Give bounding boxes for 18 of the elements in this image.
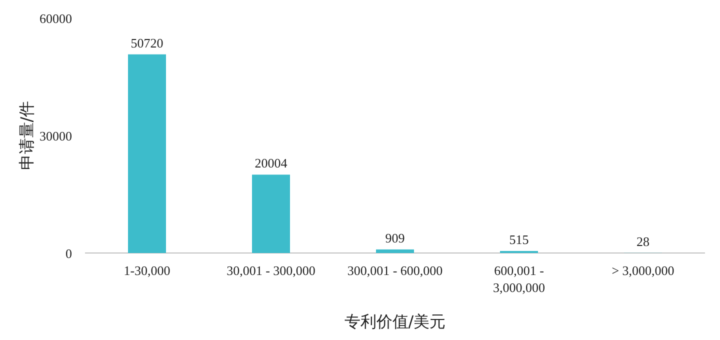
bar (128, 54, 166, 253)
x-tick-label: 300,001 - 600,000 (347, 263, 443, 278)
x-tick-label: > 3,000,000 (612, 263, 674, 278)
bar (252, 174, 290, 253)
y-axis-title: 申请量/件 (17, 100, 36, 170)
data-label: 50720 (130, 35, 164, 50)
data-label: 20004 (254, 156, 288, 171)
data-label: 28 (636, 234, 650, 249)
x-tick-label: 30,001 - 300,000 (226, 263, 316, 278)
y-tick-label: 60000 (40, 11, 72, 26)
x-tick-label: 1-30,000 (124, 263, 170, 278)
x-tick-label: 600,001 - 3,000,000 (493, 263, 545, 295)
data-label: 515 (509, 232, 529, 247)
x-axis-title: 专利价值/美元 (344, 312, 446, 331)
data-label: 909 (385, 230, 405, 246)
y-tick-label: 30000 (40, 128, 72, 144)
bar (376, 249, 414, 253)
y-tick-label: 0 (66, 246, 72, 261)
